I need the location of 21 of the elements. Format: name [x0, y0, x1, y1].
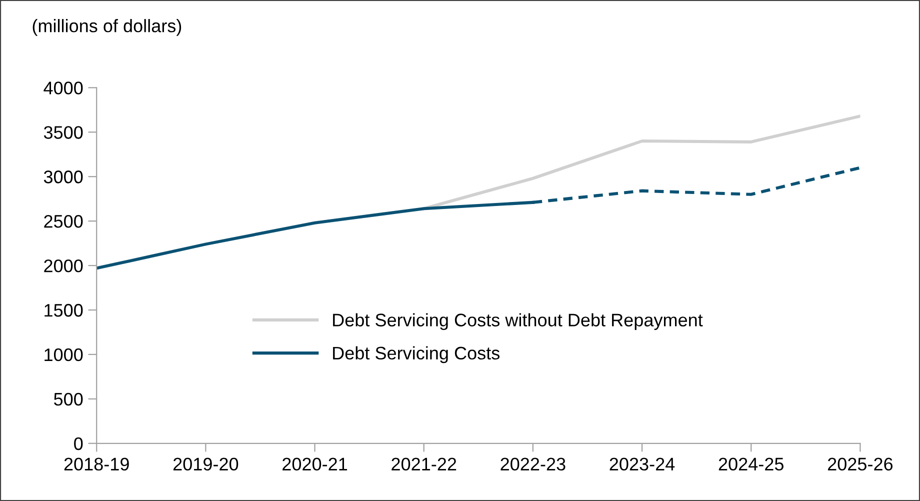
x-tick-label: 2025-26	[828, 458, 893, 471]
y-tick-label: 3500	[44, 126, 83, 139]
line-series	[422, 114, 860, 210]
y-tick-label: 2000	[44, 259, 83, 272]
legend-label: Debt Servicing Costs without Debt Repayment	[333, 313, 703, 330]
x-tick-label: 2022-23	[500, 458, 566, 471]
x-tick-label: 2023-24	[610, 458, 675, 471]
x-tick-label: 2024-25	[718, 458, 784, 471]
y-tick-label: 500	[54, 392, 83, 406]
legend-label: Debt Servicing Costs	[333, 346, 500, 364]
y-tick-label: 2500	[44, 215, 83, 228]
y-tick-label: 0	[74, 437, 83, 450]
y-tick-label: 1000	[44, 348, 83, 362]
x-tick-label: 2018-19	[64, 458, 129, 471]
x-tick-label: 2019-20	[173, 458, 238, 471]
y-tick-label: 1500	[44, 304, 83, 317]
chart-title: (millions of dollars)	[32, 19, 182, 36]
x-tick-label: 2021-22	[392, 458, 456, 471]
y-tick-label: 3000	[44, 170, 83, 184]
y-tick-label: 4000	[44, 82, 83, 94]
x-tick-label: 2020-21	[282, 458, 348, 471]
